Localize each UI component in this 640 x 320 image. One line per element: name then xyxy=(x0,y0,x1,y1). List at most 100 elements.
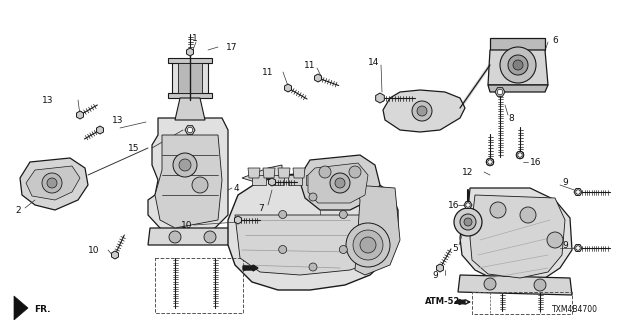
Circle shape xyxy=(353,230,383,260)
Circle shape xyxy=(339,211,348,219)
Text: 12: 12 xyxy=(462,167,474,177)
Circle shape xyxy=(278,211,287,219)
FancyArrow shape xyxy=(455,300,465,305)
Polygon shape xyxy=(574,244,582,252)
Text: 3: 3 xyxy=(312,215,317,225)
Polygon shape xyxy=(458,275,572,295)
Text: 8: 8 xyxy=(508,114,514,123)
Circle shape xyxy=(547,232,563,248)
Polygon shape xyxy=(269,178,275,186)
Circle shape xyxy=(42,173,62,193)
Circle shape xyxy=(534,279,546,291)
Polygon shape xyxy=(242,165,282,182)
Polygon shape xyxy=(14,296,28,320)
Circle shape xyxy=(339,245,348,253)
Bar xyxy=(472,292,572,314)
Polygon shape xyxy=(285,84,291,92)
Circle shape xyxy=(309,263,317,271)
Text: 5: 5 xyxy=(452,244,458,252)
Polygon shape xyxy=(252,175,266,185)
Polygon shape xyxy=(355,185,400,275)
Polygon shape xyxy=(263,168,275,178)
Text: 11: 11 xyxy=(262,68,273,76)
Text: 14: 14 xyxy=(368,58,380,67)
Circle shape xyxy=(466,203,470,207)
Circle shape xyxy=(488,160,492,164)
Circle shape xyxy=(278,245,287,253)
Text: 13: 13 xyxy=(112,116,124,124)
Text: 4: 4 xyxy=(234,183,239,193)
Polygon shape xyxy=(464,202,472,208)
Polygon shape xyxy=(168,58,212,63)
Text: E-11-10: E-11-10 xyxy=(258,263,294,273)
Circle shape xyxy=(412,101,432,121)
Polygon shape xyxy=(516,151,524,159)
Polygon shape xyxy=(470,195,565,278)
Polygon shape xyxy=(278,168,290,178)
Text: 16: 16 xyxy=(530,157,541,166)
Polygon shape xyxy=(574,188,582,196)
Circle shape xyxy=(520,207,536,223)
FancyArrow shape xyxy=(243,265,258,271)
Circle shape xyxy=(192,177,208,193)
Polygon shape xyxy=(148,228,232,245)
Polygon shape xyxy=(77,111,83,119)
Polygon shape xyxy=(185,126,195,134)
Text: 9: 9 xyxy=(432,270,438,279)
Polygon shape xyxy=(228,172,398,290)
Polygon shape xyxy=(175,98,205,120)
Polygon shape xyxy=(172,60,208,95)
Polygon shape xyxy=(490,38,545,50)
Text: 2: 2 xyxy=(15,205,20,214)
Bar xyxy=(155,258,243,313)
Circle shape xyxy=(484,278,496,290)
Circle shape xyxy=(335,178,345,188)
Polygon shape xyxy=(488,50,548,85)
Circle shape xyxy=(330,173,350,193)
Text: 1: 1 xyxy=(192,34,198,43)
Polygon shape xyxy=(306,175,320,185)
Text: 16: 16 xyxy=(448,201,460,210)
Circle shape xyxy=(576,246,580,250)
Polygon shape xyxy=(495,88,505,96)
Circle shape xyxy=(576,190,580,194)
Polygon shape xyxy=(97,126,104,134)
Circle shape xyxy=(360,237,376,253)
Polygon shape xyxy=(376,93,385,103)
Circle shape xyxy=(490,202,506,218)
Circle shape xyxy=(417,106,427,116)
Polygon shape xyxy=(155,135,222,228)
Polygon shape xyxy=(314,74,321,82)
Polygon shape xyxy=(235,215,395,275)
Circle shape xyxy=(47,178,57,188)
Polygon shape xyxy=(460,188,572,282)
Circle shape xyxy=(349,166,361,178)
Polygon shape xyxy=(186,48,193,56)
Circle shape xyxy=(309,193,317,201)
Polygon shape xyxy=(436,264,444,272)
Polygon shape xyxy=(178,63,202,93)
Polygon shape xyxy=(168,93,212,98)
Text: TXM4B4700: TXM4B4700 xyxy=(552,306,598,315)
Text: 17: 17 xyxy=(226,43,237,52)
Polygon shape xyxy=(270,175,284,185)
Circle shape xyxy=(454,208,482,236)
Circle shape xyxy=(319,166,331,178)
Polygon shape xyxy=(486,158,494,165)
Polygon shape xyxy=(26,166,80,200)
Polygon shape xyxy=(308,163,368,203)
Circle shape xyxy=(346,223,390,267)
Circle shape xyxy=(500,47,536,83)
Polygon shape xyxy=(486,158,493,166)
Polygon shape xyxy=(293,168,305,178)
Circle shape xyxy=(188,127,193,133)
Circle shape xyxy=(460,214,476,230)
Polygon shape xyxy=(248,168,260,178)
Text: 13: 13 xyxy=(42,95,54,105)
Text: 7: 7 xyxy=(258,204,264,212)
Circle shape xyxy=(497,89,503,95)
Polygon shape xyxy=(148,118,228,235)
Circle shape xyxy=(464,218,472,226)
Polygon shape xyxy=(300,155,380,210)
Circle shape xyxy=(204,231,216,243)
